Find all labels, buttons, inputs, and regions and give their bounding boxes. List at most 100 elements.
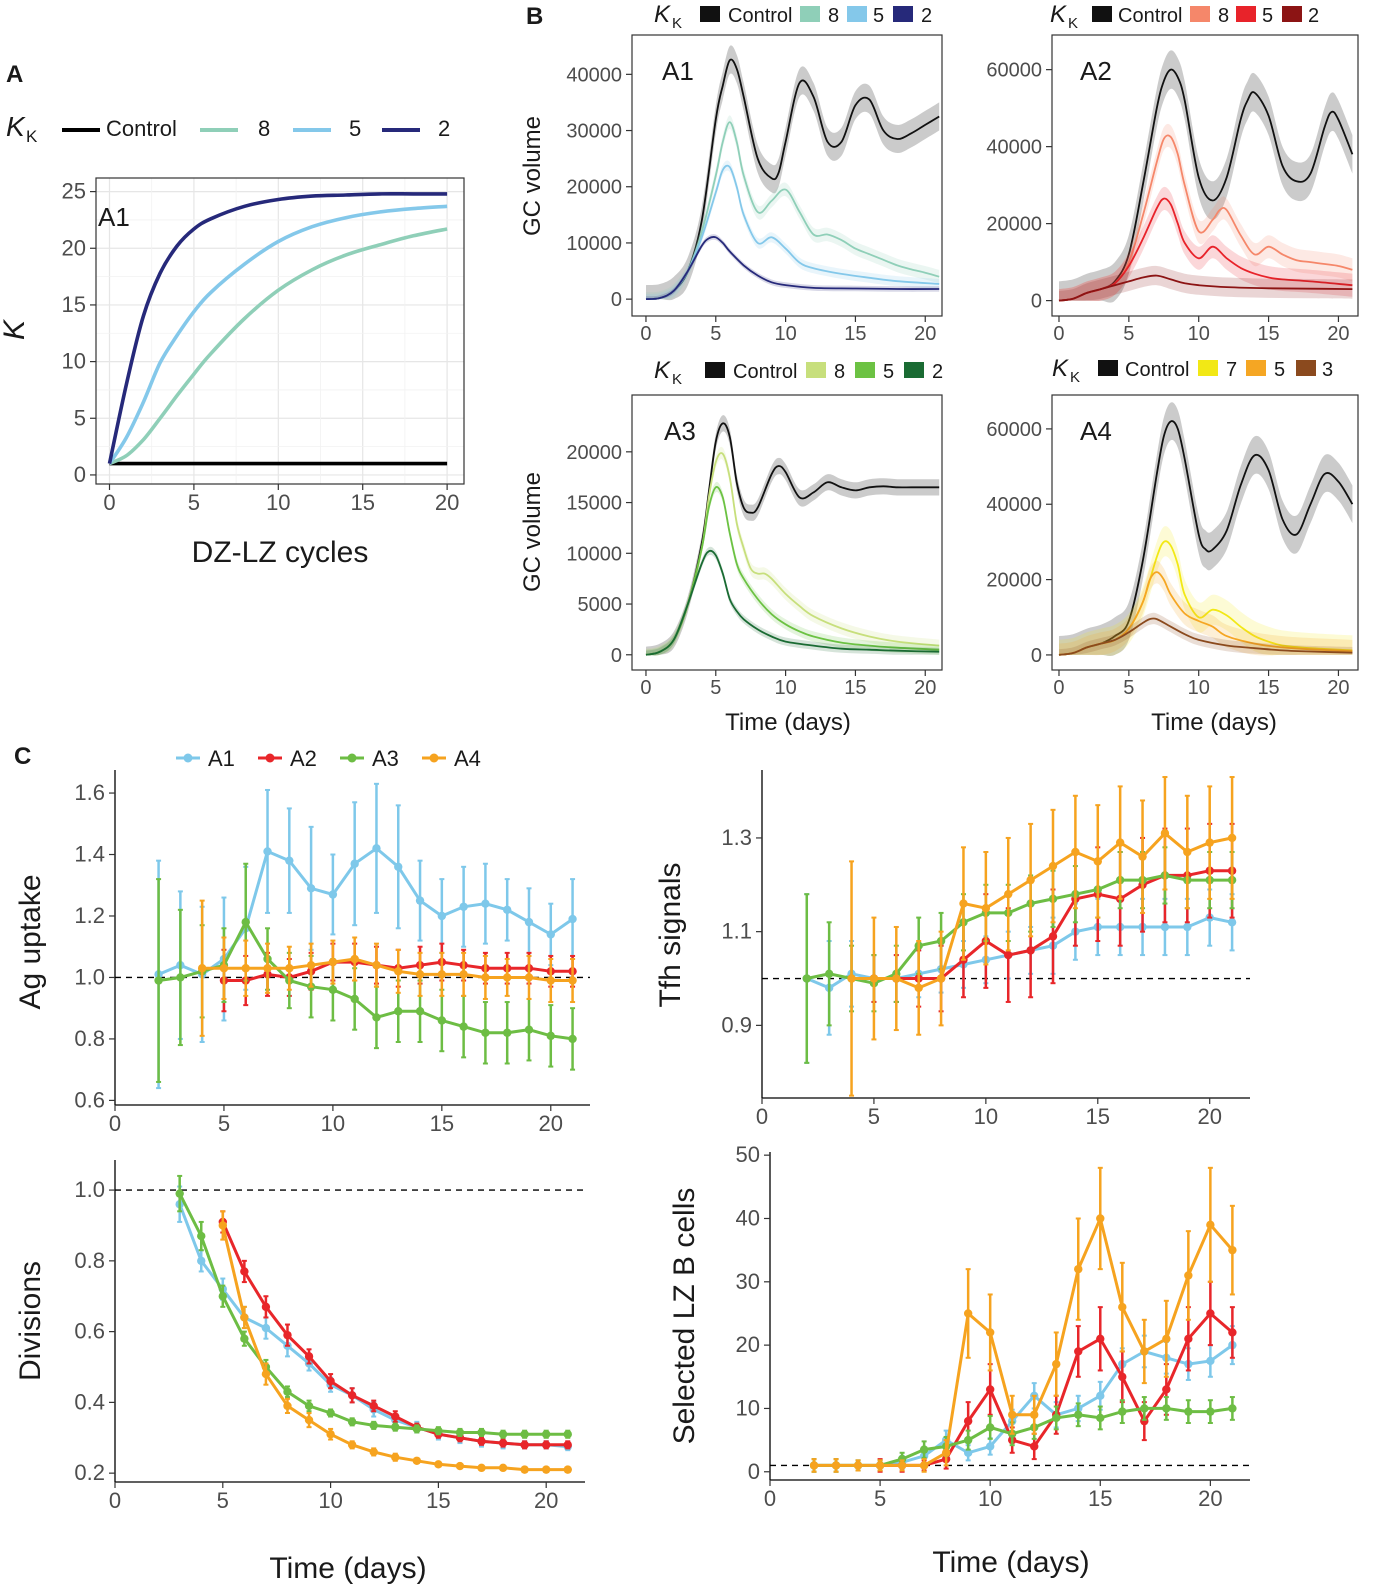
line-2	[645, 549, 940, 656]
x-tick-label: 15	[1257, 323, 1279, 345]
chart-C-div: 0 5 10 15 20 0.2 0.4 0.6 0.8 1.0 Time (days) Divisi…	[14, 1160, 585, 1585]
x-tick-label: 10	[774, 677, 796, 699]
legend-subscript: K	[672, 371, 682, 388]
legend-swatch-point	[265, 753, 275, 763]
point-a3	[1140, 1404, 1149, 1413]
y-tick-label: 15	[62, 292, 86, 317]
line-a4	[851, 831, 1233, 990]
point-a4	[240, 1313, 249, 1322]
y-tick-label: 5	[74, 405, 86, 430]
point-a4	[218, 1221, 227, 1230]
x-tick-label: 20	[914, 677, 936, 699]
legend-swatch-point	[429, 753, 439, 763]
point-a1	[1183, 922, 1192, 932]
point-a3	[176, 973, 185, 982]
point-a2	[1184, 1334, 1193, 1343]
series-group	[1058, 402, 1354, 657]
y-tick-label: 20	[62, 235, 86, 260]
point-a3	[541, 1430, 551, 1439]
legend-label: 2	[921, 5, 932, 27]
point-a1	[285, 856, 294, 865]
ribbon-control	[646, 415, 940, 656]
legend-subscript: K	[1068, 15, 1078, 32]
legend: A1 A2 A3 A4	[176, 746, 481, 771]
point-a1	[263, 847, 272, 856]
point-a3	[563, 1430, 572, 1439]
ribbon-control	[1059, 402, 1353, 657]
point-a4	[1093, 857, 1102, 866]
y-tick-label: 0	[748, 1459, 760, 1484]
ribbon-2	[1059, 265, 1353, 301]
inner-label: A2	[1080, 56, 1112, 86]
point-a4	[847, 974, 856, 983]
point-a4	[546, 976, 555, 985]
point-a1	[503, 905, 512, 915]
legend-swatch	[705, 362, 725, 378]
point-a4	[394, 967, 403, 976]
legend-symbol: K	[1052, 355, 1069, 382]
plot-border	[1051, 34, 1359, 317]
point-a1	[372, 844, 381, 853]
legend: K K Control 8 5 2	[654, 1, 932, 32]
point-a4	[1228, 1245, 1237, 1255]
series-group	[175, 1174, 572, 1474]
point-a4	[1160, 829, 1170, 838]
x-tick-label: 0	[764, 1486, 776, 1511]
legend-swatch	[1092, 6, 1112, 22]
x-axis-title: Time (days)	[725, 709, 851, 736]
point-a3	[434, 1426, 443, 1435]
x-tick-label: 10	[974, 1104, 998, 1129]
point-a4	[809, 1461, 819, 1470]
legend-swatch	[904, 362, 924, 378]
y-tick-label: 0	[1031, 645, 1042, 667]
point-a4	[1227, 833, 1237, 843]
x-tick-label: 0	[103, 490, 115, 515]
y-tick-label: 10000	[566, 543, 622, 565]
point-a3	[568, 1034, 577, 1044]
point-a2	[477, 1437, 486, 1446]
series-group	[802, 776, 1237, 1097]
legend-swatch	[1246, 360, 1266, 376]
point-a1	[394, 862, 403, 872]
line-a3	[178, 1192, 568, 1436]
y-tick-label: 0	[611, 645, 622, 667]
point-a4	[498, 1463, 508, 1473]
y-tick-label: 0	[1031, 291, 1042, 313]
x-tick-label: 10	[266, 490, 290, 515]
point-a4	[869, 974, 879, 983]
legend-swatch-point	[183, 753, 193, 763]
point-a3	[304, 1401, 314, 1411]
point-a4	[831, 1461, 841, 1470]
point-a4	[1004, 889, 1013, 899]
point-a4	[1008, 1410, 1017, 1419]
point-a4	[306, 960, 316, 970]
point-a4	[1026, 875, 1035, 885]
legend-symbol: K	[6, 111, 26, 142]
line-2	[645, 236, 940, 300]
ribbon-8	[646, 446, 940, 656]
legend-label: 2	[1308, 5, 1319, 27]
point-a3	[326, 1408, 335, 1418]
point-a2	[541, 1440, 551, 1450]
point-a4	[919, 1461, 929, 1470]
point-a4	[283, 1401, 292, 1411]
point-a3	[520, 1430, 529, 1439]
panel-label-a: A	[6, 61, 23, 88]
point-a1	[350, 859, 359, 868]
x-tick-label: 5	[710, 323, 721, 345]
x-tick-label: 0	[756, 1104, 768, 1129]
x-tick-label: 20	[539, 1111, 563, 1136]
point-a4	[434, 1460, 443, 1469]
point-a1	[459, 902, 468, 911]
point-a3	[241, 917, 250, 927]
chart-C-sel: 0 5 10 15 20 0 10 20 30 40 50 Time (days) Selected L…	[668, 1142, 1250, 1579]
y-tick-label: 30000	[566, 121, 622, 143]
line-3	[1058, 617, 1353, 656]
y-tick-label: 40	[736, 1205, 760, 1230]
legend-swatch	[1296, 360, 1316, 376]
point-a3	[415, 1007, 425, 1016]
point-a4	[936, 974, 946, 983]
point-a2	[1118, 1372, 1127, 1381]
point-a2	[1026, 946, 1035, 955]
